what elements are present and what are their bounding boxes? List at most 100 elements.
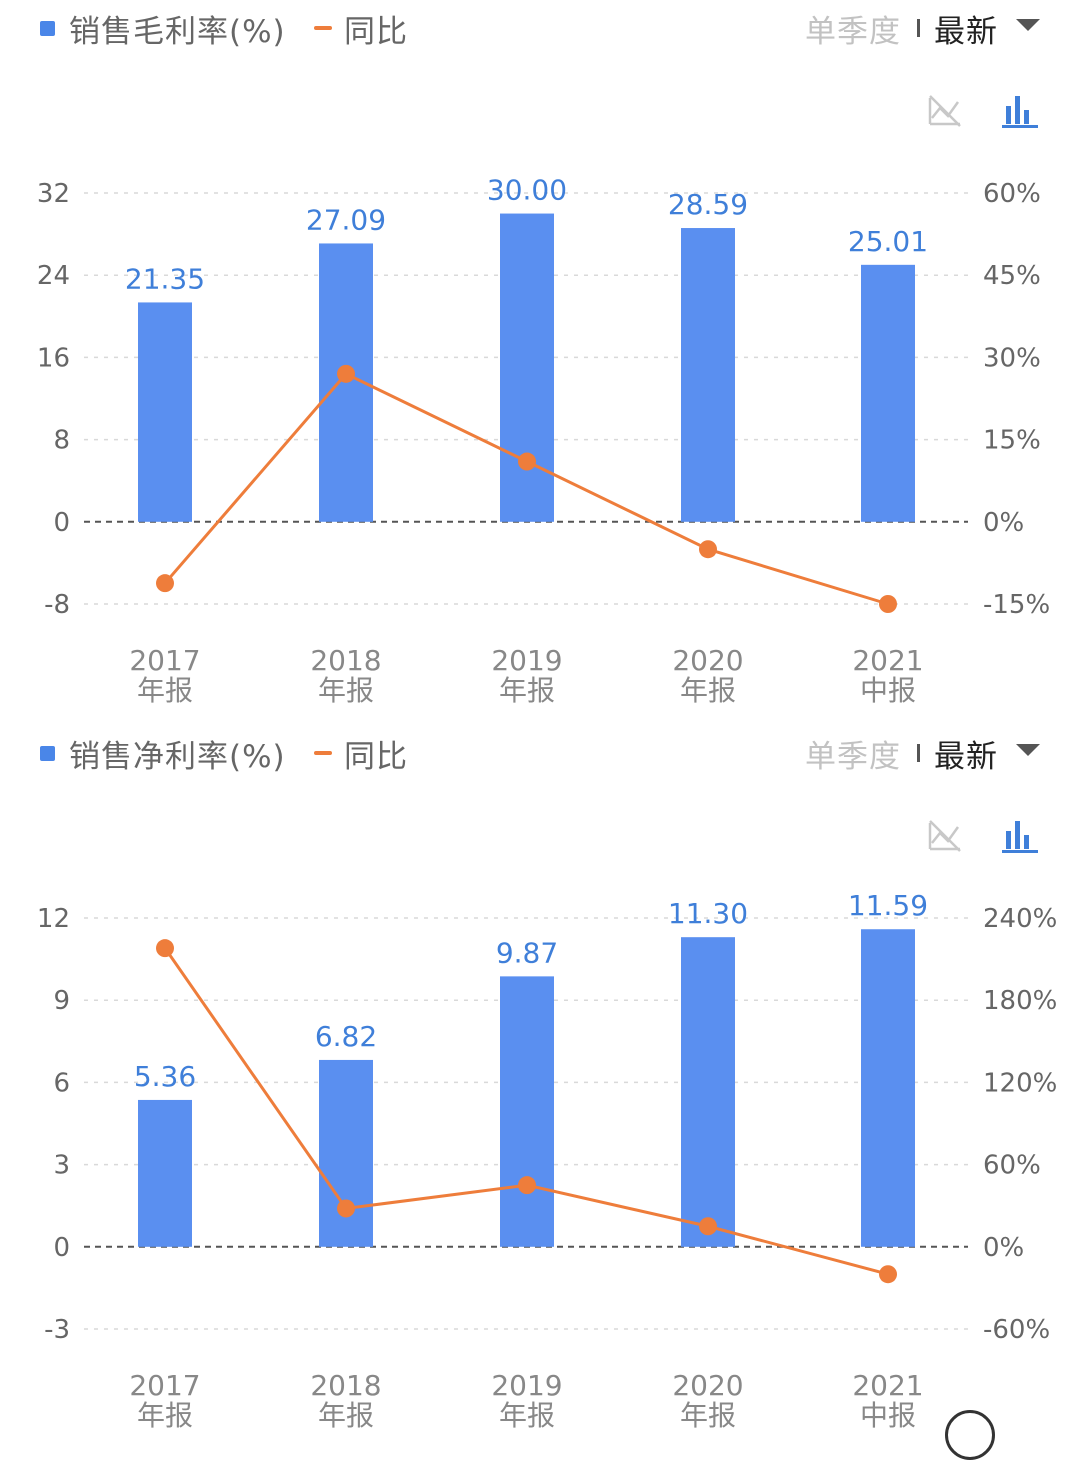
legend-bar-series[interactable]: 销售净利率(%) bbox=[40, 733, 286, 775]
x-category-year: 2020 bbox=[672, 644, 743, 677]
y-right-tick-label: 15% bbox=[983, 426, 1041, 456]
legend-line-label: 同比 bbox=[344, 13, 408, 50]
bar-value-label: 6.82 bbox=[315, 1020, 377, 1053]
legend-bar-label: 销售净利率(%) bbox=[69, 738, 286, 775]
bar-value-label: 27.09 bbox=[306, 203, 386, 236]
yoy-point bbox=[699, 540, 717, 559]
bar bbox=[861, 264, 915, 522]
x-category-report: 年报 bbox=[680, 1399, 736, 1432]
legend-line-label: 同比 bbox=[344, 738, 408, 775]
yoy-point bbox=[337, 364, 355, 383]
legend-bar-label: 销售毛利率(%) bbox=[69, 13, 286, 50]
bar bbox=[138, 302, 192, 522]
yoy-point bbox=[518, 1176, 536, 1195]
y-left-tick-label: -3 bbox=[44, 1315, 70, 1345]
bar-value-label: 5.36 bbox=[134, 1060, 196, 1093]
y-right-tick-label: 45% bbox=[983, 261, 1041, 291]
y-left-tick-label: 0 bbox=[53, 1233, 70, 1263]
gross-margin-panel: 32 60% 24 45% 16 30% 8 15% 0 0% -8 -15% 21.35 27.09 30… bbox=[0, 0, 1080, 725]
bar-chart-icon[interactable] bbox=[1000, 815, 1040, 855]
legend-line-series[interactable]: 同比 bbox=[314, 8, 408, 50]
period-divider bbox=[917, 744, 920, 762]
yoy-point bbox=[879, 1265, 897, 1284]
legend-bar-swatch bbox=[40, 745, 55, 761]
y-right-tick-label: 180% bbox=[983, 986, 1057, 1016]
bar bbox=[500, 213, 554, 522]
bar-value-label: 28.59 bbox=[668, 188, 748, 221]
y-left-tick-label: 8 bbox=[53, 426, 70, 456]
bar-value-label: 21.35 bbox=[125, 262, 205, 295]
y-right-tick-label: 0% bbox=[983, 1233, 1024, 1263]
bar bbox=[681, 228, 735, 522]
y-right-tick-label: 30% bbox=[983, 343, 1041, 373]
bar-value-label: 9.87 bbox=[496, 936, 558, 969]
y-right-tick-label: -15% bbox=[983, 590, 1050, 620]
bar bbox=[500, 976, 554, 1247]
yoy-point bbox=[337, 1199, 355, 1218]
legend-bar-swatch bbox=[40, 20, 55, 36]
y-left-tick-label: 16 bbox=[37, 343, 70, 373]
y-right-tick-label: 120% bbox=[983, 1068, 1057, 1098]
yoy-point bbox=[699, 1217, 717, 1236]
latest-dropdown[interactable]: 最新 bbox=[934, 738, 998, 775]
yoy-point bbox=[518, 452, 536, 471]
bar-value-label: 25.01 bbox=[848, 225, 928, 258]
period-selector: 单季度 最新 bbox=[805, 8, 1040, 50]
legend-line-series[interactable]: 同比 bbox=[314, 733, 408, 775]
yoy-point bbox=[156, 939, 174, 958]
y-left-tick-label: 3 bbox=[53, 1151, 70, 1181]
y-right-tick-label: 0% bbox=[983, 508, 1024, 538]
quarter-toggle[interactable]: 单季度 bbox=[805, 13, 901, 50]
floating-action-button[interactable] bbox=[945, 1410, 995, 1460]
quarter-toggle[interactable]: 单季度 bbox=[805, 738, 901, 775]
x-category-year: 2019 bbox=[491, 644, 562, 677]
x-category-report: 年报 bbox=[318, 1399, 374, 1432]
chevron-down-icon[interactable] bbox=[1016, 19, 1040, 31]
bar bbox=[319, 1059, 373, 1247]
y-left-tick-label: 32 bbox=[37, 179, 70, 209]
x-category-report: 年报 bbox=[137, 674, 193, 707]
bar-chart-icon[interactable] bbox=[1000, 90, 1040, 130]
y-left-tick-label: 9 bbox=[53, 986, 70, 1016]
y-left-tick-label: 0 bbox=[53, 508, 70, 538]
legend-line-swatch bbox=[314, 26, 332, 30]
x-category-report: 年报 bbox=[137, 1399, 193, 1432]
latest-dropdown[interactable]: 最新 bbox=[934, 13, 998, 50]
bar bbox=[861, 929, 915, 1247]
bar-value-label: 11.59 bbox=[848, 889, 928, 922]
bar bbox=[681, 937, 735, 1247]
y-left-tick-label: 24 bbox=[37, 261, 70, 291]
x-category-report: 中报 bbox=[860, 1399, 916, 1432]
x-category-year: 2021 bbox=[852, 644, 923, 677]
yoy-point bbox=[879, 595, 897, 613]
period-selector: 单季度 最新 bbox=[805, 733, 1040, 775]
chevron-down-icon[interactable] bbox=[1016, 744, 1040, 756]
bar-value-label: 11.30 bbox=[668, 897, 748, 930]
legend-line-swatch bbox=[314, 751, 332, 755]
x-category-report: 年报 bbox=[499, 1399, 555, 1432]
x-category-report: 年报 bbox=[680, 674, 736, 707]
x-category-year: 2017 bbox=[129, 1369, 200, 1402]
y-right-tick-label: -60% bbox=[983, 1315, 1050, 1345]
legend-bar-series[interactable]: 销售毛利率(%) bbox=[40, 8, 286, 50]
net-margin-chart: 12 240% 9 180% 6 120% 3 60% 0 0% -3 -60% 5.36 6.82 9.8… bbox=[37, 889, 1057, 1432]
bar-value-label: 30.00 bbox=[487, 174, 567, 207]
line-chart-hidden-icon[interactable] bbox=[924, 815, 964, 855]
x-category-report: 年报 bbox=[318, 674, 374, 707]
x-category-year: 2018 bbox=[310, 644, 381, 677]
chart-header: 销售毛利率(%) 同比 单季度 最新 bbox=[0, 0, 1080, 60]
x-category-year: 2018 bbox=[310, 1369, 381, 1402]
y-left-tick-label: 12 bbox=[37, 904, 70, 934]
y-left-tick-label: 6 bbox=[53, 1068, 70, 1098]
net-margin-panel: 12 240% 9 180% 6 120% 3 60% 0 0% -3 -60% 5.36 6.82 9.8… bbox=[0, 725, 1080, 1450]
yoy-point bbox=[156, 574, 174, 593]
line-chart-hidden-icon[interactable] bbox=[924, 90, 964, 130]
y-left-tick-label: -8 bbox=[44, 590, 70, 620]
x-category-report: 年报 bbox=[499, 674, 555, 707]
period-divider bbox=[917, 19, 920, 37]
chart-header: 销售净利率(%) 同比 单季度 最新 bbox=[0, 725, 1080, 785]
y-right-tick-label: 60% bbox=[983, 179, 1041, 209]
bar bbox=[138, 1099, 192, 1247]
x-category-year: 2017 bbox=[129, 644, 200, 677]
y-right-tick-label: 240% bbox=[983, 904, 1057, 934]
